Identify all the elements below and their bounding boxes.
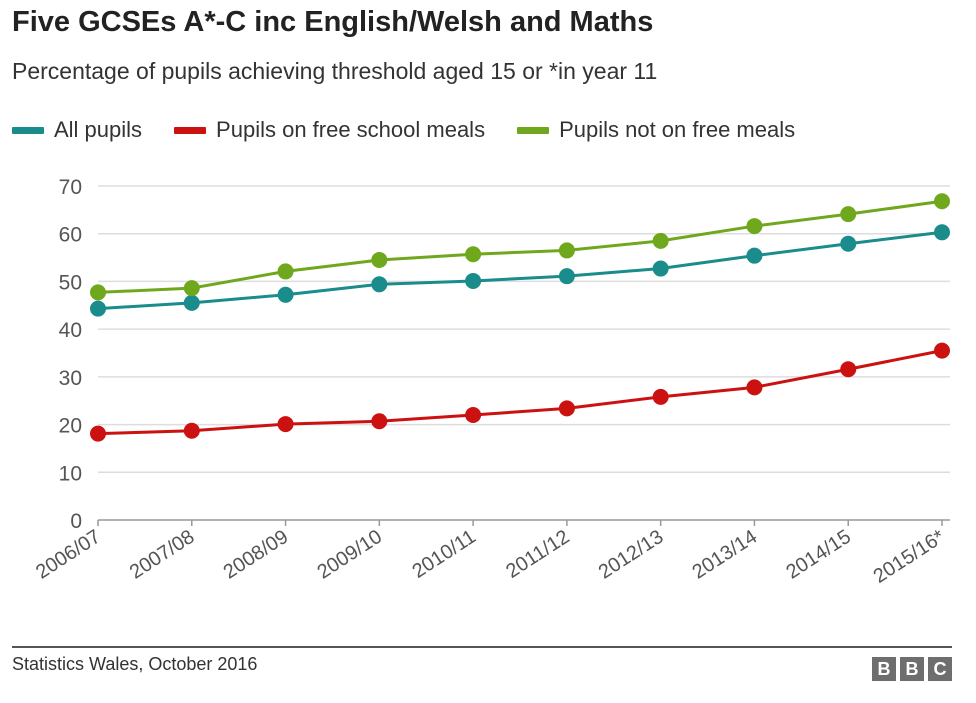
y-tick-label: 0: [70, 510, 82, 533]
x-tick-label: 2008/09: [220, 526, 293, 584]
series-line: [97, 230, 943, 311]
data-point: [652, 388, 669, 405]
y-tick-label: 40: [59, 319, 82, 342]
bbc-logo-letter: B: [872, 657, 896, 681]
y-tick-label: 60: [59, 224, 82, 247]
bbc-logo: B B C: [868, 657, 952, 681]
x-tick-label: 2012/13: [595, 526, 668, 584]
data-point: [652, 232, 669, 249]
data-point: [277, 286, 294, 303]
chart-subtitle: Percentage of pupils achieving threshold…: [12, 58, 658, 84]
data-point: [746, 379, 763, 396]
legend-swatch-free-meals: [174, 126, 207, 134]
x-tick-label: 2007/08: [126, 526, 199, 584]
y-tick-label: 50: [59, 271, 82, 294]
data-point: [371, 413, 388, 430]
line-chart: 0 10 20 30 40 50 60 70 2006/07 2007/08 2008/09 2009…: [32, 176, 950, 588]
chart-title: Five GCSEs A*-C inc English/Welsh and Ma…: [12, 6, 654, 38]
data-point: [746, 247, 763, 264]
x-tick-label: 2009/10: [313, 526, 386, 584]
y-tick-label: 30: [59, 367, 82, 390]
series-line: [97, 349, 943, 436]
legend-swatch-all-pupils: [12, 126, 44, 134]
series-line: [97, 199, 943, 294]
data-point: [183, 422, 200, 439]
source-note: Statistics Wales, October 2016: [12, 654, 258, 674]
data-point: [934, 193, 950, 210]
data-point: [934, 342, 950, 359]
data-point: [183, 280, 200, 297]
data-point: [465, 246, 482, 263]
data-point: [840, 235, 857, 252]
legend-item-free-meals: Pupils on free school meals: [174, 117, 485, 143]
y-tick-label: 10: [59, 462, 82, 485]
data-point: [934, 224, 950, 241]
data-point: [90, 300, 106, 317]
data-point: [277, 263, 294, 280]
data-point: [840, 361, 857, 378]
x-tick-label: 2011/12: [502, 526, 573, 583]
data-point: [183, 294, 200, 311]
data-point: [558, 268, 575, 285]
data-point: [277, 416, 294, 433]
data-point: [465, 407, 482, 424]
y-tick-label: 20: [59, 415, 82, 438]
data-point: [371, 276, 388, 293]
legend-label-all-pupils: All pupils: [54, 117, 143, 142]
data-point: [558, 242, 575, 259]
legend-swatch-not-free-meals: [517, 126, 550, 134]
bbc-logo-letter: C: [928, 657, 952, 681]
y-tick-label: 70: [59, 176, 82, 199]
x-tick-label: 2010/11: [408, 526, 479, 583]
data-point: [558, 400, 575, 417]
legend-item-all-pupils: All pupils: [12, 117, 142, 143]
x-tick-label: 2015/16*: [870, 526, 949, 588]
data-point: [90, 425, 106, 442]
x-tick-label: 2006/07: [32, 526, 105, 584]
data-point: [652, 260, 669, 277]
data-point: [90, 284, 106, 301]
data-point: [840, 206, 857, 223]
legend-label-not-free-meals: Pupils not on free meals: [559, 117, 796, 142]
data-point: [465, 272, 482, 289]
legend-label-free-meals: Pupils on free school meals: [216, 117, 486, 142]
data-point: [371, 251, 388, 268]
x-tick-label: 2014/15: [782, 526, 855, 584]
data-point: [746, 218, 763, 235]
legend-item-not-free-meals: Pupils not on free meals: [517, 117, 795, 143]
x-tick-label: 2013/14: [689, 526, 762, 584]
bbc-logo-letter: B: [900, 657, 924, 681]
chart-legend: All pupils Pupils on free school meals P…: [12, 113, 827, 147]
footer-divider: [12, 646, 952, 648]
